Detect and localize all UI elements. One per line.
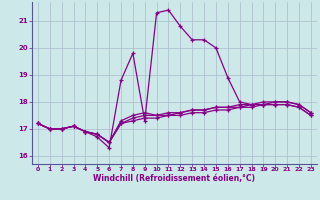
X-axis label: Windchill (Refroidissement éolien,°C): Windchill (Refroidissement éolien,°C)	[93, 174, 255, 183]
